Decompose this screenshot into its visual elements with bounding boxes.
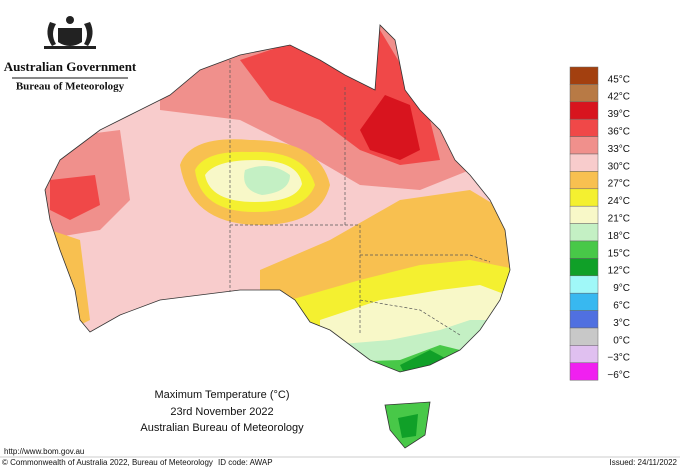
legend-swatch [569, 101, 599, 120]
legend-label: −6°C [607, 370, 630, 381]
legend-swatch [569, 240, 599, 259]
coastline [44, 24, 511, 373]
legend-swatch [569, 118, 599, 137]
footer-url: http://www.bom.gov.au [4, 447, 84, 456]
legend-label: −3°C [607, 353, 630, 364]
legend-label: 33°C [608, 144, 630, 155]
footer-copyright: © Commonwealth of Australia 2022, Bureau… [2, 458, 213, 467]
legend-swatch [569, 136, 599, 155]
map-title: Maximum Temperature (°C) [154, 389, 289, 401]
legend-label: 30°C [608, 161, 630, 172]
legend-label: 45°C [608, 74, 630, 85]
tasmania [384, 401, 431, 449]
legend-swatch [569, 310, 599, 329]
legend-label: 0°C [613, 335, 630, 346]
legend-swatch [569, 327, 599, 346]
state-borders [229, 60, 491, 336]
legend-label: 12°C [608, 266, 630, 277]
footer: http://www.bom.gov.au © Commonwealth of … [0, 447, 680, 467]
footer-id-code: ID code: AWAP [218, 458, 273, 467]
legend-label: 39°C [608, 109, 630, 120]
legend-label: 3°C [613, 318, 630, 329]
legend-swatch [569, 275, 599, 294]
legend-swatch [569, 205, 599, 224]
legend-label: 18°C [608, 231, 630, 242]
legend-label: 15°C [608, 248, 630, 259]
legend-swatch [569, 258, 599, 277]
footer-issued: Issued: 24/11/2022 [610, 458, 678, 467]
legend-label: 27°C [608, 179, 630, 190]
legend-swatch [569, 66, 599, 85]
legend-swatch [569, 188, 599, 207]
legend-swatch [569, 153, 599, 172]
agency-name: Bureau of Meteorology [16, 81, 125, 93]
legend-swatch [569, 223, 599, 242]
legend-swatch [569, 362, 599, 381]
legend-label: 21°C [608, 214, 630, 225]
caption: Maximum Temperature (°C) 23rd November 2… [140, 389, 304, 434]
legend-label: 24°C [608, 196, 630, 207]
legend-swatch [569, 345, 599, 364]
map-date: 23rd November 2022 [170, 406, 273, 418]
government-name: Australian Government [4, 59, 137, 74]
legend-swatch [569, 171, 599, 190]
legend-label: 36°C [608, 127, 630, 138]
legend-swatch [569, 84, 599, 103]
legend-label: 6°C [613, 301, 630, 312]
logo: Australian Government Bureau of Meteorol… [4, 16, 137, 93]
map-source: Australian Bureau of Meteorology [140, 422, 304, 434]
legend: 45°C 42°C 39°C 36°C 33°C 30°C 27°C 24°C 21°C 18°C… [569, 66, 630, 381]
legend-label: 42°C [608, 92, 630, 103]
legend-label: 9°C [613, 283, 630, 294]
legend-swatch [569, 292, 599, 311]
coat-of-arms [44, 16, 96, 49]
